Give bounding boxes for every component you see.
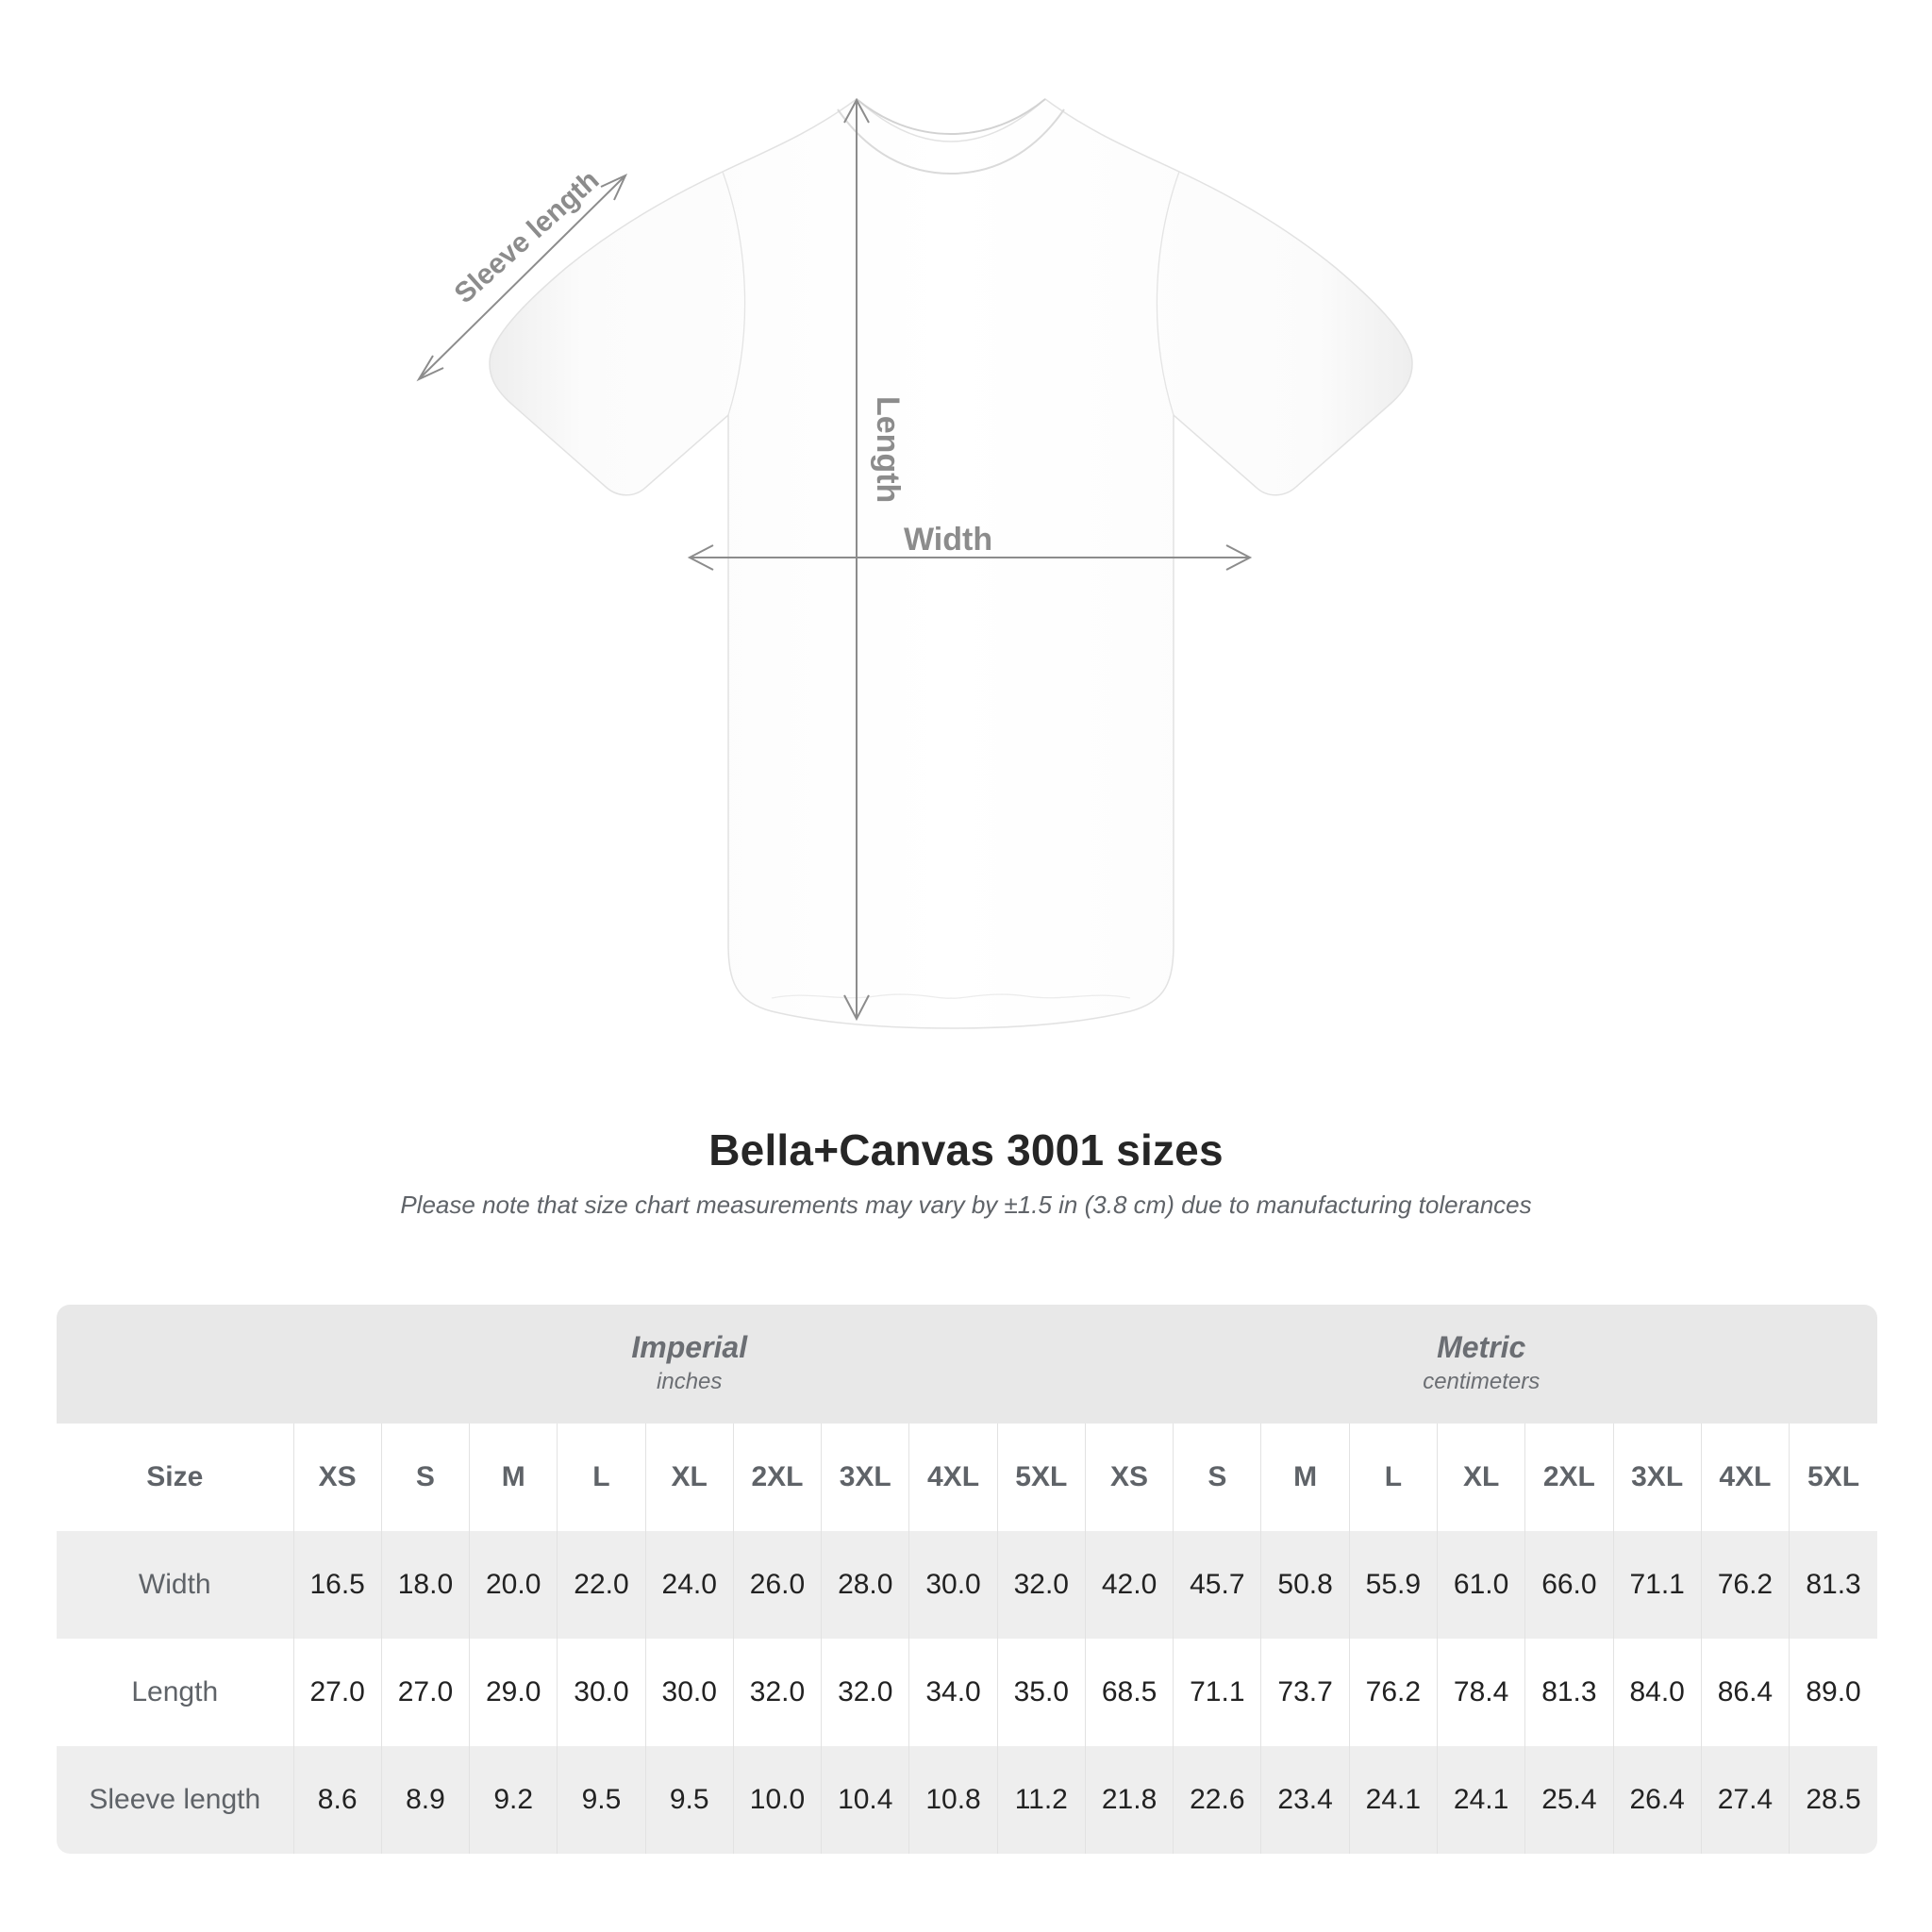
svg-text:Length: Length bbox=[870, 396, 906, 503]
svg-text:Width: Width bbox=[904, 522, 992, 558]
